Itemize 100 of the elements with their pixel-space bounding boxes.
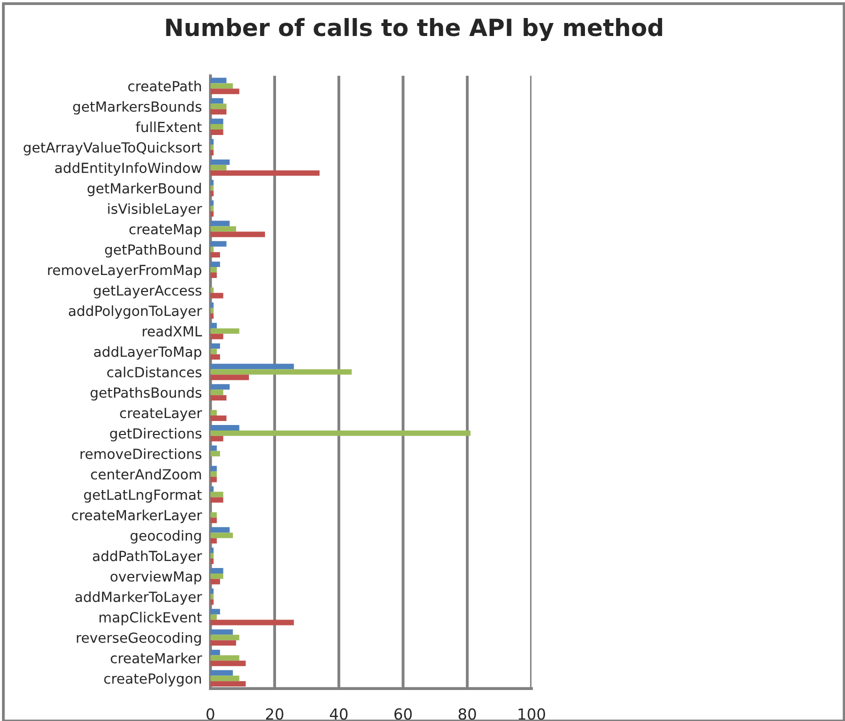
bar <box>210 109 226 115</box>
bar <box>210 620 294 626</box>
y-tick-label: getPathBound <box>105 244 201 258</box>
y-tick-label: getMarkersBounds <box>73 101 202 115</box>
bar <box>210 118 224 124</box>
bar <box>210 660 246 666</box>
bar <box>210 614 217 620</box>
y-tick-label: createMap <box>129 224 202 238</box>
x-tick-label: 20 <box>266 708 284 720</box>
bar <box>210 445 217 451</box>
bar <box>210 518 217 524</box>
y-tick-label: getLayerAccess <box>94 285 202 298</box>
bar <box>210 343 220 349</box>
bar <box>210 553 214 558</box>
y-tick-label: getDirections <box>110 428 202 442</box>
bar <box>210 374 249 380</box>
chart-title: Number of calls to the API by method <box>166 18 662 42</box>
bar <box>210 232 265 238</box>
bar <box>210 241 226 247</box>
bar <box>210 348 217 354</box>
bar <box>210 573 224 579</box>
bar <box>210 252 220 258</box>
bar <box>210 328 240 334</box>
bar <box>210 292 224 298</box>
bar <box>210 369 352 375</box>
y-tick-label: addPathToLayer <box>92 550 202 564</box>
bar <box>210 410 217 416</box>
bar <box>210 676 240 682</box>
bar <box>210 226 236 232</box>
bar <box>210 655 240 661</box>
bar <box>210 384 230 390</box>
bar <box>210 670 233 676</box>
bar <box>210 150 214 156</box>
y-tick-label: addLayerToMap <box>94 346 202 360</box>
bar <box>210 548 214 554</box>
y-tick-label: geocoding <box>130 530 201 544</box>
y-tick-label: isVisibleLayer <box>108 203 202 217</box>
bar <box>210 180 214 186</box>
bar <box>210 287 214 293</box>
bar <box>210 466 217 472</box>
bar <box>210 364 294 370</box>
bar <box>210 681 246 687</box>
y-tick-label: createMarkerLayer <box>72 510 202 524</box>
bar <box>210 594 214 600</box>
bar <box>210 83 233 89</box>
y-tick-label: mapClickEvent <box>100 612 202 626</box>
bar <box>210 568 224 574</box>
bar <box>210 476 217 482</box>
bar <box>210 302 214 308</box>
bar <box>210 262 220 268</box>
bar <box>210 211 214 217</box>
bar <box>210 450 220 456</box>
y-tick-label: getMarkerBound <box>88 182 201 196</box>
bar <box>210 650 220 656</box>
y-tick-label: getLatLngFormat <box>84 490 202 503</box>
bar <box>210 415 226 421</box>
bar <box>210 267 217 272</box>
bar <box>210 246 214 252</box>
y-tick-label: getArrayValueToQuicksort <box>24 142 202 156</box>
bar <box>210 170 320 176</box>
y-tick-label: getPathsBounds <box>90 387 202 401</box>
y-tick-label: createPolygon <box>104 673 201 687</box>
y-tick-label: overviewMap <box>110 570 202 584</box>
bar <box>210 486 214 492</box>
bar <box>210 130 224 135</box>
y-tick-label: readXML <box>142 326 202 337</box>
y-tick-label: createLayer <box>120 408 202 421</box>
bar <box>210 313 214 319</box>
bar <box>210 139 214 144</box>
bar <box>210 558 214 564</box>
bar <box>210 430 470 436</box>
bar <box>210 512 217 518</box>
bar <box>210 390 224 396</box>
bar <box>210 629 233 635</box>
bar <box>210 78 226 84</box>
bar <box>210 599 214 605</box>
y-tick-label: addPolygonToLayer <box>68 305 202 319</box>
bar <box>210 527 230 533</box>
bar <box>210 88 240 94</box>
bar <box>210 200 214 206</box>
bar <box>210 538 217 544</box>
y-tick-label: reverseGeocoding <box>76 632 201 646</box>
bar <box>210 164 226 170</box>
bar <box>210 159 230 165</box>
bar <box>210 578 220 584</box>
y-tick-label: addEntityInfoWindow <box>55 162 202 176</box>
y-tick-label: calcDistances <box>107 366 202 378</box>
bar <box>210 104 226 110</box>
bar <box>210 436 224 442</box>
bar <box>210 395 226 401</box>
bar <box>210 185 214 191</box>
bar <box>210 354 220 360</box>
bar <box>210 144 214 150</box>
bar <box>210 220 230 226</box>
bar <box>210 322 217 328</box>
bar <box>210 497 224 503</box>
y-tick-label: removeDirections <box>80 448 202 460</box>
bar <box>210 608 220 614</box>
x-tick-label: 100 <box>518 708 546 720</box>
y-tick-label: addMarkerToLayer <box>75 591 202 605</box>
